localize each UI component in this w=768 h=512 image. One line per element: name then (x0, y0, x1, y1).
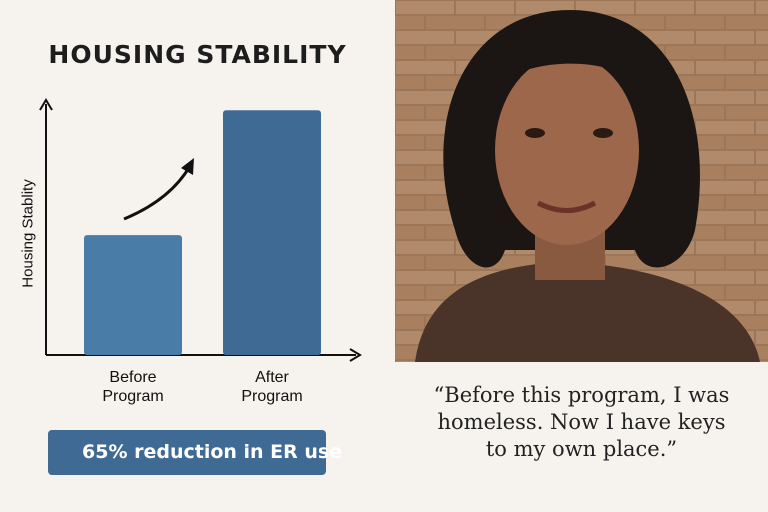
x-axis-arrow-icon (349, 348, 362, 362)
stat-badge: 65% reduction in ER use (48, 430, 342, 475)
portrait-photo (395, 0, 768, 362)
x-tick-label-after: After Program (212, 368, 332, 406)
bar-chart (39, 98, 362, 362)
x-tick-line: Program (241, 388, 303, 405)
x-tick-line: Before (109, 369, 157, 386)
trend-arrowhead-icon (181, 158, 194, 175)
y-axis-label: Housing Stablity (19, 179, 37, 288)
y-axis-arrow-icon (39, 98, 53, 111)
quote-line: homeless. Now I have keys (437, 410, 726, 434)
testimonial-quote: “Before this program, I was homeless. No… (395, 382, 768, 463)
x-tick-label-before: Before Program (73, 368, 193, 406)
trend-arrow-icon (123, 165, 192, 221)
x-tick-line: Program (102, 388, 164, 405)
quote-line: “Before this program, I was (433, 383, 730, 407)
bar-1 (223, 110, 321, 355)
chart-panel: HOUSING STABILITY Housing Stablity Befor… (19, 40, 362, 475)
x-tick-line: After (255, 369, 289, 386)
chart-title: HOUSING STABILITY (48, 40, 347, 69)
quote-line: to my own place.” (485, 437, 678, 461)
bar-0 (84, 235, 182, 355)
